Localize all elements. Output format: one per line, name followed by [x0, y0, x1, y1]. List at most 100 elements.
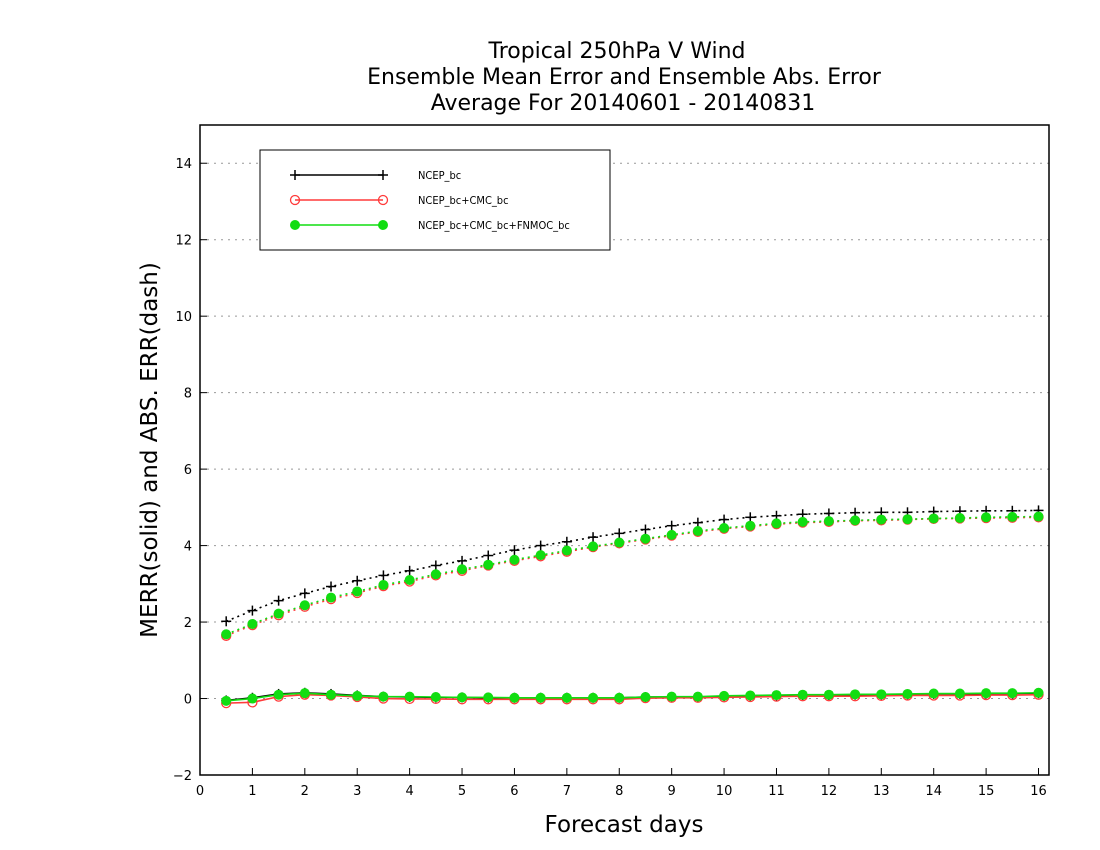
merr-point	[404, 691, 415, 702]
series-3	[221, 511, 1044, 706]
merr-point	[535, 692, 546, 703]
merr-point	[588, 692, 599, 703]
abs-err-point	[981, 512, 992, 523]
series-2	[221, 512, 1044, 709]
chart-title: Tropical 250hPa V Wind Ensemble Mean Err…	[367, 39, 882, 116]
abs-err-point	[326, 581, 337, 592]
abs-err-point	[273, 608, 284, 619]
x-tick-label: 1	[248, 784, 256, 799]
abs-err-line	[225, 515, 1039, 636]
chart-title-line-1: Tropical 250hPa V Wind	[487, 39, 745, 64]
merr-point	[954, 688, 965, 699]
merr-point	[614, 692, 625, 703]
merr-point	[430, 692, 441, 702]
legend-marker-end	[378, 220, 388, 230]
x-tick-label: 5	[458, 784, 466, 799]
abs-err-point	[430, 560, 441, 571]
abs-err-point	[404, 575, 415, 585]
merr-point	[1033, 687, 1044, 698]
merr-point	[299, 688, 310, 699]
legend-marker-end	[377, 194, 389, 206]
legend-label-1: NCEP_bc	[418, 169, 461, 182]
abs-err-point	[221, 616, 232, 627]
abs-err-point	[352, 575, 363, 586]
abs-err-point	[745, 520, 756, 531]
chart-title-line-3: Average For 20140601 - 20140831	[431, 91, 816, 116]
abs-err-point	[692, 517, 703, 528]
merr-point	[326, 689, 337, 700]
abs-err-point	[299, 588, 310, 599]
merr-point	[640, 692, 651, 702]
merr-point	[876, 689, 887, 700]
x-tick-label: 8	[615, 784, 623, 799]
abs-err-point	[666, 520, 677, 531]
abs-err-point	[457, 564, 468, 575]
abs-err-point	[771, 518, 782, 529]
gridlines	[200, 162, 1049, 776]
abs-err-point	[299, 600, 310, 611]
merr-point	[928, 688, 939, 699]
abs-err-point	[928, 513, 939, 524]
y-tick-label: −2	[173, 769, 192, 784]
merr-point	[797, 689, 808, 700]
y-tick-label: 10	[175, 310, 192, 325]
abs-err-point	[535, 550, 546, 561]
x-tick-label: 9	[668, 784, 676, 799]
abs-err-point	[823, 516, 834, 527]
abs-err-point	[640, 524, 651, 535]
merr-point	[692, 691, 703, 702]
abs-err-point	[404, 565, 415, 576]
merr-point	[666, 691, 677, 702]
abs-err-point	[850, 515, 861, 526]
merr-point	[771, 690, 782, 701]
legend-label-3: NCEP_bc+CMC_bc+FNMOC_bc	[418, 219, 570, 232]
abs-err-point	[247, 605, 258, 616]
abs-err-point	[509, 554, 520, 565]
abs-err-point	[535, 540, 546, 551]
abs-err-point	[352, 586, 363, 597]
plot-area-frame	[199, 124, 1050, 776]
chart-title-line-2: Ensemble Mean Error and Ensemble Abs. Er…	[367, 65, 882, 90]
abs-err-point	[561, 545, 572, 556]
y-tick-label: 4	[184, 540, 192, 555]
abs-err-point	[247, 618, 258, 629]
x-tick-label: 7	[563, 784, 571, 799]
y-axis-label: MERR(solid) and ABS. ERR(dash)	[137, 262, 163, 638]
merr-point	[719, 690, 730, 701]
abs-err-point	[692, 526, 703, 537]
abs-err-point	[509, 545, 520, 556]
x-tick-label: 14	[925, 784, 942, 799]
merr-point	[247, 693, 258, 704]
y-tick-label: 0	[184, 693, 192, 708]
abs-err-point	[457, 555, 468, 566]
merr-point	[850, 689, 861, 700]
abs-err-point	[430, 569, 441, 580]
abs-err-point	[483, 550, 494, 561]
abs-err-point	[221, 629, 232, 640]
x-tick-label: 16	[1030, 784, 1047, 799]
abs-err-point	[666, 529, 677, 540]
x-tick-label: 13	[873, 784, 890, 799]
x-tick-label: 15	[978, 784, 995, 799]
data-series	[221, 505, 1044, 709]
x-tick-label: 4	[405, 784, 413, 799]
x-tick-label: 10	[716, 784, 733, 799]
y-tick-label: 8	[184, 387, 192, 402]
y-tick-label: 12	[175, 234, 192, 249]
abs-err-point	[588, 541, 599, 552]
series-1	[221, 505, 1044, 706]
x-tick-label: 12	[821, 784, 838, 799]
abs-err-point	[588, 532, 599, 543]
x-tick-label: 11	[768, 784, 785, 799]
abs-err-point	[954, 513, 965, 524]
x-tick-label: 2	[301, 784, 309, 799]
merr-point	[823, 689, 834, 700]
x-axis-label: Forecast days	[545, 812, 704, 838]
merr-point	[745, 690, 756, 701]
abs-err-point	[614, 537, 625, 548]
abs-err-point	[378, 579, 389, 590]
abs-err-line	[225, 509, 1039, 623]
merr-point	[221, 695, 232, 706]
